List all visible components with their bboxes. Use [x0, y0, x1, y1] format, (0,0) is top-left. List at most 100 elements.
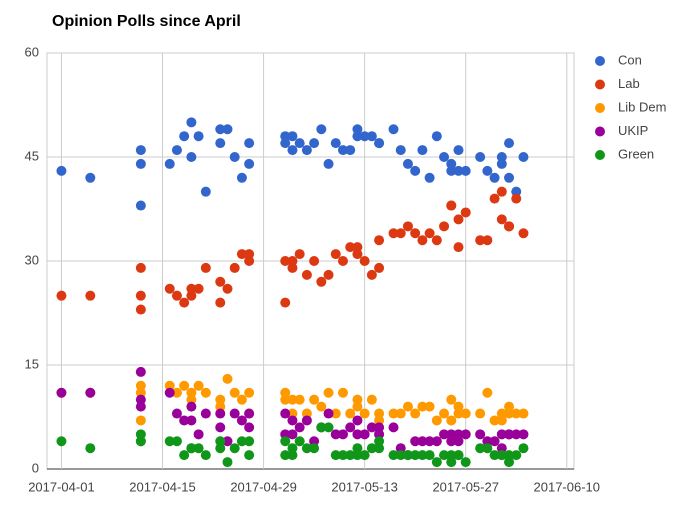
- point: [85, 387, 96, 398]
- point: [171, 387, 182, 398]
- legend-label: Green: [618, 146, 654, 161]
- point: [374, 436, 385, 447]
- point: [518, 152, 529, 162]
- point: [294, 138, 305, 149]
- point: [171, 145, 182, 156]
- point: [345, 422, 356, 433]
- point: [395, 145, 406, 156]
- point: [345, 408, 356, 419]
- point: [453, 145, 464, 156]
- point: [215, 422, 226, 433]
- point: [287, 450, 298, 461]
- point: [453, 165, 464, 176]
- point: [294, 249, 305, 260]
- point: [330, 429, 341, 440]
- point: [229, 262, 240, 273]
- point: [439, 408, 450, 419]
- point: [330, 249, 341, 260]
- point: [453, 408, 464, 419]
- point: [374, 138, 385, 149]
- point: [287, 429, 298, 440]
- point: [417, 436, 428, 447]
- point: [511, 450, 522, 461]
- point: [164, 283, 175, 294]
- point: [280, 408, 291, 419]
- point: [186, 415, 197, 426]
- point: [309, 256, 320, 266]
- point: [179, 131, 190, 142]
- point: [424, 172, 435, 183]
- point: [410, 228, 421, 239]
- point: [359, 256, 370, 266]
- point: [504, 429, 515, 440]
- point: [215, 394, 226, 405]
- point: [135, 429, 146, 440]
- point: [395, 408, 406, 419]
- point: [453, 450, 464, 461]
- point: [482, 235, 493, 246]
- point: [395, 443, 406, 454]
- legend-marker: [595, 126, 605, 137]
- point: [287, 394, 298, 405]
- point: [164, 380, 175, 391]
- legend-marker: [595, 103, 605, 113]
- point: [366, 394, 377, 405]
- point: [345, 145, 356, 156]
- point: [352, 394, 363, 405]
- point: [236, 394, 247, 405]
- point: [417, 401, 428, 412]
- point: [475, 429, 486, 440]
- point: [309, 138, 320, 149]
- point: [511, 193, 522, 204]
- point: [460, 165, 471, 176]
- point: [359, 408, 370, 419]
- point: [453, 401, 464, 412]
- point: [294, 436, 305, 447]
- point: [496, 152, 507, 162]
- point: [215, 401, 226, 412]
- point: [446, 457, 457, 468]
- point: [316, 401, 327, 412]
- point: [85, 172, 96, 183]
- point: [135, 380, 146, 391]
- point: [229, 443, 240, 454]
- point: [446, 436, 457, 447]
- point: [504, 408, 515, 419]
- point: [309, 443, 320, 454]
- point: [504, 401, 515, 412]
- point: [200, 387, 211, 398]
- point: [301, 408, 312, 419]
- point: [496, 450, 507, 461]
- point: [374, 415, 385, 426]
- point: [222, 373, 233, 384]
- point: [287, 131, 298, 142]
- point: [352, 242, 363, 253]
- point: [287, 262, 298, 273]
- point: [193, 131, 204, 142]
- point: [200, 262, 211, 273]
- point: [460, 429, 471, 440]
- point: [424, 436, 435, 447]
- x-tick-label: 2017-05-27: [432, 479, 499, 494]
- point: [511, 186, 522, 197]
- point: [352, 131, 363, 142]
- point: [222, 283, 233, 294]
- point: [229, 408, 240, 419]
- point: [511, 408, 522, 419]
- point: [388, 124, 399, 135]
- point: [511, 429, 522, 440]
- point: [287, 256, 298, 266]
- point: [85, 443, 96, 454]
- point: [135, 262, 146, 273]
- point: [135, 200, 146, 211]
- point: [388, 228, 399, 239]
- point: [439, 429, 450, 440]
- point: [215, 276, 226, 287]
- point: [56, 290, 67, 301]
- point: [135, 436, 146, 447]
- point: [222, 436, 233, 447]
- point: [374, 429, 385, 440]
- point: [280, 436, 291, 447]
- point: [337, 429, 348, 440]
- point: [431, 131, 442, 142]
